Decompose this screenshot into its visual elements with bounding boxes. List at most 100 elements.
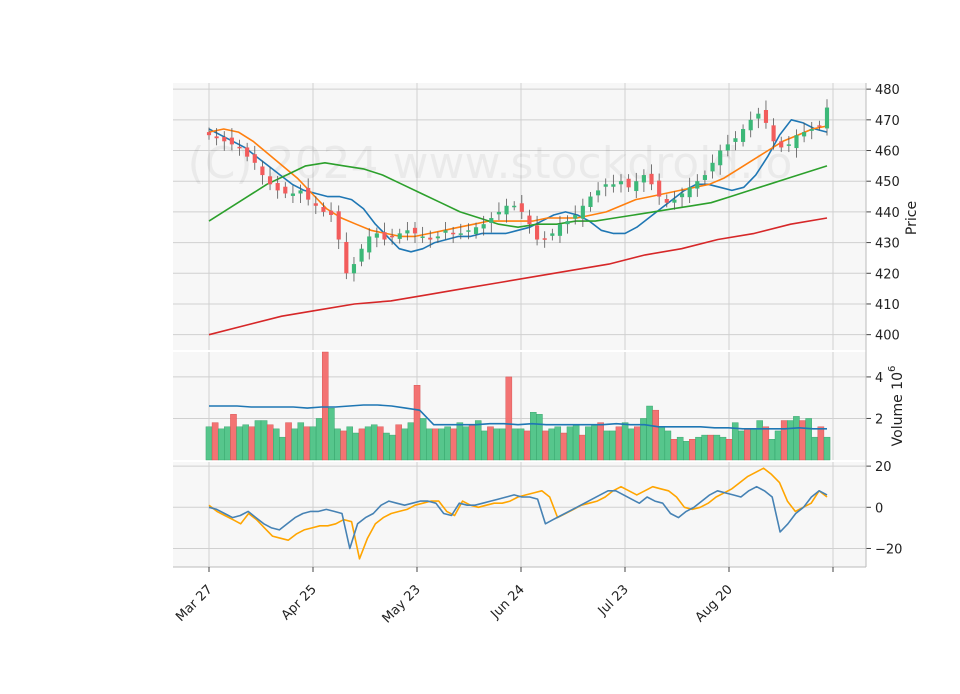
candle-body bbox=[443, 230, 448, 233]
volume-bar bbox=[432, 428, 439, 461]
candle-body bbox=[794, 135, 799, 149]
moving-average-lines bbox=[208, 119, 828, 336]
volume-bar bbox=[683, 441, 690, 461]
volume-bar bbox=[444, 426, 451, 461]
panel-background bbox=[173, 83, 866, 350]
volume-bar bbox=[450, 428, 458, 461]
volume-bar bbox=[554, 426, 562, 461]
candle-body bbox=[405, 230, 410, 234]
volume-bar bbox=[352, 432, 360, 461]
volume-bar bbox=[695, 436, 702, 461]
volume-bar bbox=[689, 439, 696, 461]
volume-bar bbox=[358, 428, 366, 461]
candle-body bbox=[397, 233, 402, 239]
candle-body bbox=[702, 175, 707, 180]
candle-body bbox=[329, 210, 334, 215]
candle-body bbox=[359, 248, 364, 262]
volume-bar bbox=[652, 409, 659, 461]
candle-body bbox=[634, 181, 639, 192]
volume-bar bbox=[266, 424, 274, 461]
volume-bar bbox=[303, 426, 311, 461]
candle-body bbox=[390, 235, 395, 238]
volume-bar bbox=[627, 428, 635, 461]
candle-body bbox=[748, 119, 753, 131]
volume-bar bbox=[621, 422, 629, 461]
volume-bar bbox=[536, 414, 543, 461]
candle-body bbox=[512, 205, 517, 208]
candle-body bbox=[321, 206, 326, 212]
volume-bar bbox=[481, 430, 488, 461]
volume-bar bbox=[670, 439, 678, 461]
candle-body bbox=[260, 166, 265, 176]
volume-bar bbox=[248, 426, 256, 461]
y-tick-label: 480 bbox=[875, 83, 900, 98]
candle-body bbox=[290, 193, 295, 196]
volume-bar bbox=[701, 434, 708, 461]
candle-body bbox=[718, 150, 723, 166]
volume-bar bbox=[787, 420, 794, 461]
y-tick-label: 0 bbox=[875, 501, 883, 516]
volume-bar bbox=[585, 426, 592, 461]
watermark-text: (C) 2024 www.stockdroid.io bbox=[188, 138, 793, 189]
candle-body bbox=[603, 184, 608, 187]
volume-bar bbox=[224, 426, 231, 461]
volume-bar bbox=[542, 430, 549, 461]
candle-body bbox=[565, 221, 570, 225]
panel-background bbox=[173, 462, 866, 567]
candle-body bbox=[649, 173, 654, 185]
volume-bar bbox=[377, 426, 384, 461]
candle-body bbox=[306, 187, 311, 200]
moving-average-line bbox=[208, 125, 828, 238]
volume-bar bbox=[817, 426, 825, 461]
volume-bar bbox=[205, 426, 213, 461]
price-axis-label: Price bbox=[904, 201, 920, 235]
volume-bar bbox=[676, 436, 684, 461]
volume-bar bbox=[328, 407, 335, 461]
volume-bar bbox=[493, 428, 500, 461]
volume-bar bbox=[254, 420, 262, 461]
candle-body bbox=[496, 211, 501, 215]
y-tick-label: 440 bbox=[875, 206, 900, 221]
volume-bar bbox=[634, 426, 641, 461]
volume-bar bbox=[211, 422, 219, 461]
candle-body bbox=[351, 264, 357, 274]
x-axis-ticks: Mar 27 Apr 25 May 23 Jun 24 Jul 23 Aug 20 bbox=[173, 567, 834, 626]
candle-body bbox=[557, 224, 563, 236]
volume-bar bbox=[560, 432, 568, 461]
volume-bar bbox=[609, 430, 617, 461]
volume-bar bbox=[456, 422, 464, 461]
volume-bar bbox=[401, 428, 409, 461]
volume-bar bbox=[230, 414, 237, 461]
volume-bar bbox=[664, 430, 672, 461]
candle-body bbox=[687, 187, 692, 198]
candle-body bbox=[412, 227, 418, 234]
candle-body bbox=[771, 125, 776, 142]
volume-bar bbox=[407, 422, 415, 461]
volume-bar bbox=[548, 428, 555, 461]
volume-bars bbox=[205, 351, 831, 461]
volume-bar bbox=[707, 434, 715, 461]
volume-bar bbox=[468, 424, 476, 461]
oscillator-line bbox=[208, 485, 828, 550]
volume-bar bbox=[370, 424, 378, 461]
candle-body bbox=[733, 138, 738, 142]
volume-bar bbox=[505, 376, 513, 461]
candle-body bbox=[786, 144, 791, 146]
volume-bar bbox=[395, 424, 402, 461]
y-tick-label: 470 bbox=[875, 114, 900, 129]
volume-bar bbox=[389, 434, 396, 461]
volume-bar bbox=[383, 432, 390, 461]
candle-body bbox=[779, 141, 784, 148]
volume-bar bbox=[517, 428, 525, 461]
candle-body bbox=[466, 230, 471, 232]
volume-bar bbox=[799, 420, 806, 461]
candle-body bbox=[809, 129, 814, 131]
volume-bar bbox=[499, 428, 506, 461]
candle-body bbox=[672, 199, 677, 203]
x-tick-label: Aug 20 bbox=[693, 582, 736, 625]
volume-axis-label-text: Volume 10 bbox=[890, 372, 906, 446]
volume-bar bbox=[768, 439, 776, 461]
volume-bar bbox=[750, 428, 757, 461]
